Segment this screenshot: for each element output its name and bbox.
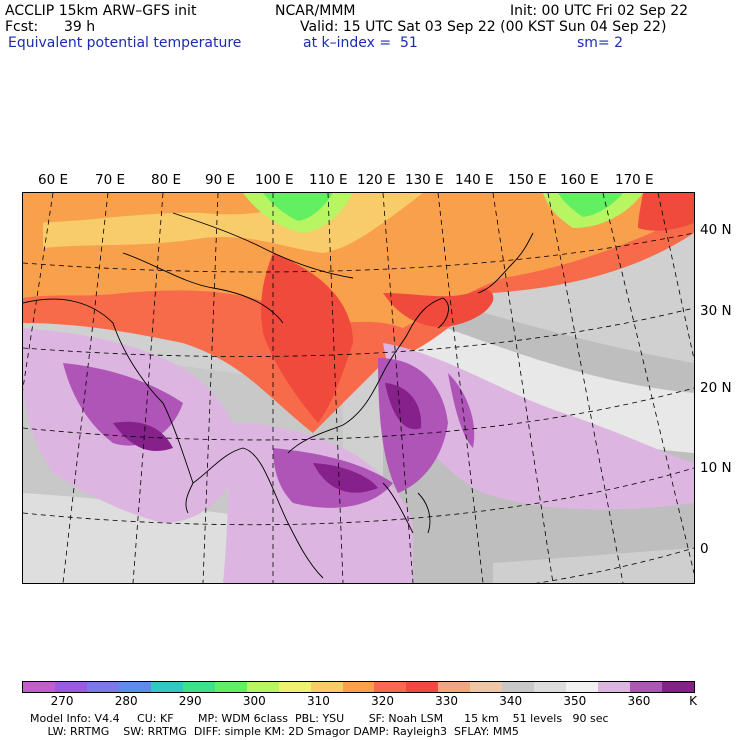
model-info-line2: LW: RRTMG SW: RRTMG DIFF: simple KM: 2D … [30,725,519,738]
longitude-label: 170 E [615,172,654,188]
valid-time: Valid: 15 UTC Sat 03 Sep 22 (00 KST Sun … [300,19,667,35]
colorbar-unit: K [689,694,697,708]
colorbar-swatch [534,682,567,692]
forecast-hour: 39 h [64,19,96,35]
colorbar-tick-label: 270 [50,694,74,708]
colorbar-tick-label: 320 [371,694,394,708]
init-time: Init: 00 UTC Fri 02 Sep 22 [510,3,689,19]
colorbar-tick-label: 340 [499,694,523,708]
colorbar-swatch [566,682,599,692]
colorbar-swatch [23,682,55,692]
colorbar-tick-label: 330 [435,694,459,708]
longitude-label: 140 E [455,172,494,188]
colorbar-tick-label: 310 [306,694,330,708]
colorbar-tick-label: 360 [627,694,651,708]
map-panel [22,192,695,584]
colorbar-swatch [118,682,151,692]
colorbar-swatch [406,682,439,692]
forecast-label: Fcst: [5,19,39,35]
model-title: ACCLIP 15km ARW–GFS init [5,3,197,19]
longitude-label: 70 E [95,172,125,188]
smoothing-info: sm= 2 [577,35,624,51]
longitude-label: 110 E [309,172,348,188]
colorbar-swatch [630,682,663,692]
colorbar-swatch [310,682,343,692]
colorbar-swatch [150,682,183,692]
longitude-label: 120 E [357,172,396,188]
colorbar-swatch [342,682,375,692]
colorbar-swatch [214,682,247,692]
longitude-label: 130 E [405,172,444,188]
longitude-label: 90 E [205,172,235,188]
colorbar-swatch [54,682,87,692]
latitude-label: 10 N [700,460,732,476]
longitude-label: 150 E [508,172,547,188]
model-info-line1: Model Info: V4.4 CU: KF MP: WDM 6class P… [30,712,609,725]
colorbar [22,681,695,693]
colorbar-swatch [246,682,279,692]
theta-e-map [23,193,694,583]
level-info: at k–index = 51 [303,35,418,51]
colorbar-swatch [470,682,503,692]
colorbar-tick-label: 300 [242,694,266,708]
latitude-label: 30 N [700,303,732,319]
longitude-label: 80 E [151,172,181,188]
colorbar-swatch [374,682,407,692]
colorbar-swatch [662,682,695,692]
latitude-label: 0 [700,541,709,557]
longitude-label: 100 E [255,172,294,188]
colorbar-swatch [86,682,119,692]
colorbar-tick-label: 290 [178,694,202,708]
colorbar-swatch [182,682,215,692]
longitude-label: 60 E [38,172,68,188]
institution-label: NCAR/MMM [275,3,356,19]
colorbar-tick-label: 350 [563,694,587,708]
latitude-label: 20 N [700,380,732,396]
colorbar-swatch [438,682,471,692]
colorbar-swatch [598,682,631,692]
field-name: Equivalent potential temperature [8,35,242,51]
latitude-label: 40 N [700,222,732,238]
longitude-label: 160 E [560,172,599,188]
colorbar-swatch [278,682,311,692]
colorbar-swatch [502,682,535,692]
colorbar-tick-label: 280 [114,694,138,708]
